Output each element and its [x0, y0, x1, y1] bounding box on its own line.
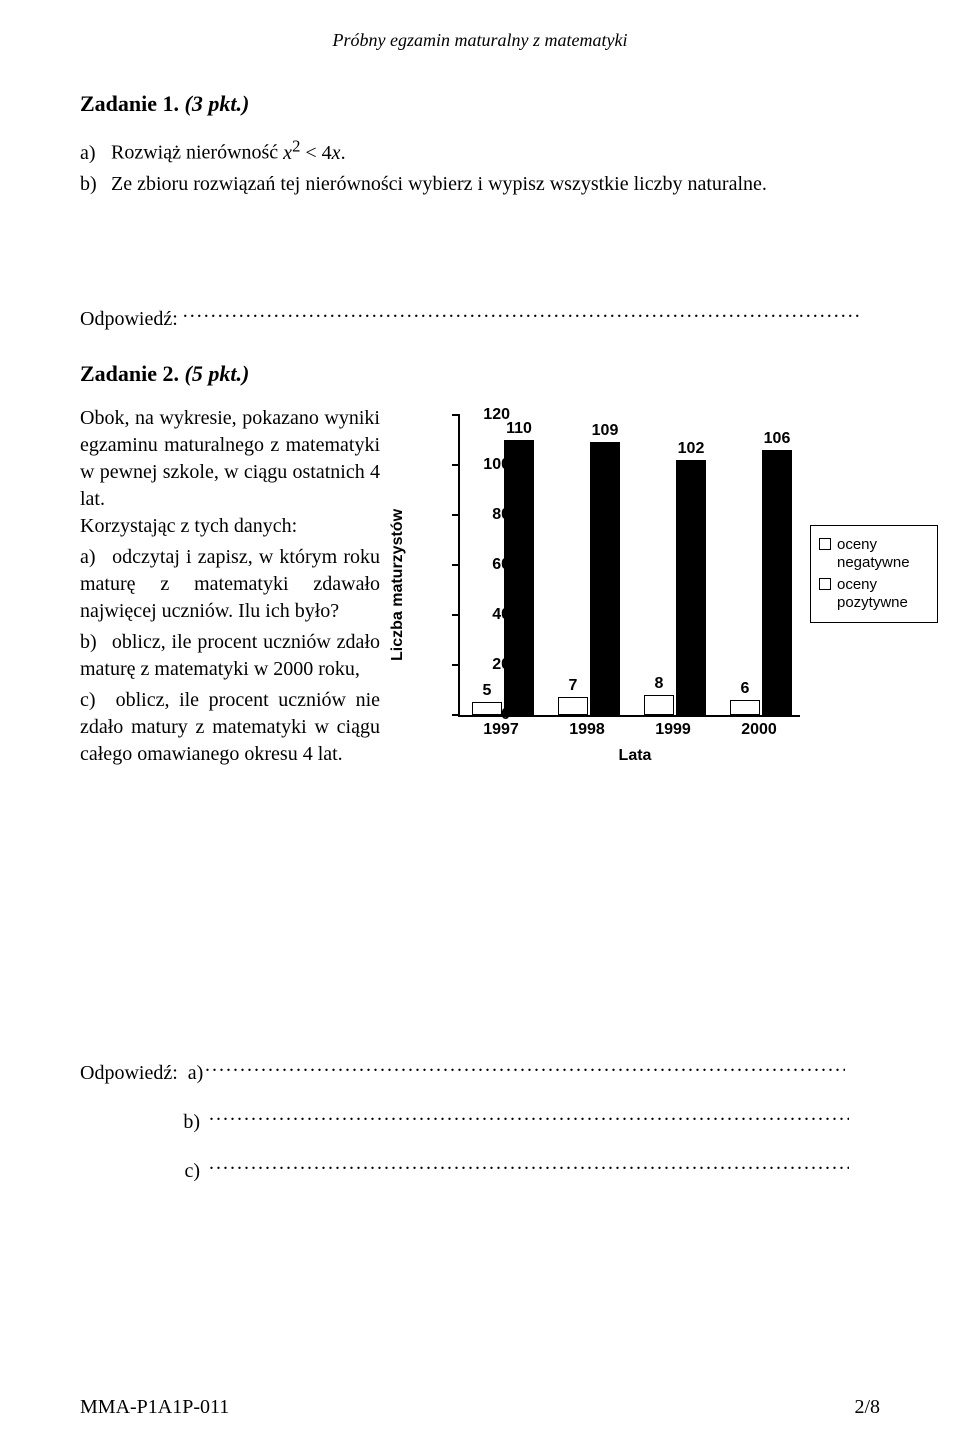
- task2-answers: Odpowiedź: a) ..........................…: [80, 1052, 880, 1185]
- bar-pos-label: 106: [764, 430, 791, 448]
- task1-item-b: b) Ze zbioru rozwiązań tej nierówności w…: [80, 171, 880, 198]
- page-header: Próbny egzamin maturalny z matematyki: [80, 30, 880, 51]
- ytick: [452, 414, 460, 416]
- ytick-label: 100: [470, 456, 510, 474]
- ytick: [452, 464, 460, 466]
- task2-answers-label: Odpowiedź: a): [80, 1060, 200, 1087]
- bar-neg: [730, 700, 760, 715]
- task1-a-text: Rozwiąż nierówność: [111, 142, 283, 164]
- bar-pos-label: 102: [678, 440, 705, 458]
- task2-ans-b-row: b) .....................................…: [80, 1101, 880, 1136]
- xtick-label: 1997: [483, 721, 519, 739]
- task2-a-label: a): [80, 544, 106, 571]
- bar-neg-label: 5: [483, 682, 492, 700]
- task2-item-a: a) odczytaj i zapisz, w którym roku matu…: [80, 544, 380, 625]
- ytick-label: 60: [470, 556, 510, 574]
- task1-a-label: a): [80, 140, 106, 167]
- xtick-label: 1998: [569, 721, 605, 739]
- task2-item-c: c) oblicz, ile procent uczniów nie zdało…: [80, 687, 380, 768]
- task1-expr-x: x: [283, 142, 292, 164]
- bar-chart: Liczba maturzystów 5110710981026106 Lata…: [410, 405, 860, 765]
- answer-dots: ........................................…: [209, 1101, 849, 1128]
- task1-b-label: b): [80, 171, 106, 198]
- chart-ylabel: Liczba maturzystów: [389, 509, 407, 661]
- chart-xlabel: Lata: [410, 747, 860, 765]
- task1-points: (3 pkt.): [185, 91, 250, 116]
- bar-neg-label: 8: [655, 675, 664, 693]
- task2-answers-label-text: Odpowiedź:: [80, 1062, 178, 1084]
- legend-row-neg: oceny negatywne: [819, 536, 929, 572]
- legend-swatch-pos: [819, 578, 831, 590]
- task2-ans-a: a): [188, 1062, 204, 1084]
- bar-pos-label: 109: [592, 422, 619, 440]
- task1-b-text: Ze zbioru rozwiązań tej nierówności wybi…: [111, 173, 767, 195]
- task1-expr-dot: .: [341, 142, 346, 164]
- bar-neg-label: 7: [569, 677, 578, 695]
- task1-expr-x2: x: [332, 142, 341, 164]
- task2-points: (5 pkt.): [185, 361, 250, 386]
- xtick-label: 1999: [655, 721, 691, 739]
- answer-dots: ........................................…: [209, 1150, 849, 1177]
- legend-swatch-neg: [819, 538, 831, 550]
- task2-para: Obok, na wykresie, pokazano wyniki egzam…: [80, 405, 380, 513]
- legend-label-pos: oceny pozytywne: [837, 576, 929, 612]
- ytick: [452, 714, 460, 716]
- xtick-label: 2000: [741, 721, 777, 739]
- task1-title: Zadanie 1. (3 pkt.): [80, 91, 880, 117]
- answer-dots: ........................................…: [205, 1052, 845, 1079]
- bar-neg-label: 6: [741, 680, 750, 698]
- answer-dots: ........................................…: [183, 298, 863, 325]
- ytick: [452, 564, 460, 566]
- ytick: [452, 514, 460, 516]
- chart-legend: oceny negatywne oceny pozytywne: [810, 525, 938, 623]
- ytick-label: 20: [470, 656, 510, 674]
- bar-pos: [676, 460, 706, 715]
- ytick: [452, 664, 460, 666]
- ytick: [452, 614, 460, 616]
- bar-pos: [762, 450, 792, 715]
- ytick-label: 40: [470, 606, 510, 624]
- ytick-label: 80: [470, 506, 510, 524]
- task1-expr-mid: < 4: [300, 142, 331, 164]
- task2-title: Zadanie 2. (5 pkt.): [80, 361, 880, 387]
- task2-item-b: b) oblicz, ile procent uczniów zdało mat…: [80, 629, 380, 683]
- task2-two-col: Obok, na wykresie, pokazano wyniki egzam…: [80, 405, 880, 772]
- legend-row-pos: oceny pozytywne: [819, 576, 929, 612]
- task2-c-label: c): [80, 687, 106, 714]
- task1-item-a: a) Rozwiąż nierówność x2 < 4x.: [80, 135, 880, 167]
- footer-left: MMA-P1A1P-011: [80, 1396, 229, 1419]
- footer-right: 2/8: [854, 1396, 880, 1419]
- bar-neg: [644, 695, 674, 715]
- task2-left: Obok, na wykresie, pokazano wyniki egzam…: [80, 405, 380, 772]
- exam-page: Próbny egzamin maturalny z matematyki Za…: [0, 0, 960, 1449]
- bar-pos: [590, 442, 620, 715]
- task2-lead: Korzystając z tych danych:: [80, 513, 380, 540]
- task2-ans-c-row: c) .....................................…: [80, 1150, 880, 1185]
- ytick-label: 120: [470, 406, 510, 424]
- task2-b-text: oblicz, ile procent uczniów zdało maturę…: [80, 631, 380, 680]
- task1-answer-row: Odpowiedź: .............................…: [80, 298, 880, 333]
- task2-ans-a-row: Odpowiedź: a) ..........................…: [80, 1052, 880, 1087]
- task2-ans-c: c): [80, 1158, 204, 1185]
- task2-name: Zadanie 2.: [80, 361, 179, 386]
- task2-b-label: b): [80, 629, 106, 656]
- task1-a-expr: x2 < 4x.: [283, 142, 345, 164]
- page-footer: MMA-P1A1P-011 2/8: [80, 1396, 880, 1419]
- task2-right: Liczba maturzystów 5110710981026106 Lata…: [410, 405, 880, 765]
- bar-neg: [558, 697, 588, 715]
- task2-c-text: oblicz, ile procent uczniów nie zdało ma…: [80, 689, 380, 765]
- task2-a-text: odczytaj i zapisz, w którym roku maturę …: [80, 546, 380, 622]
- task1-answer-label: Odpowiedź:: [80, 308, 178, 330]
- legend-label-neg: oceny negatywne: [837, 536, 929, 572]
- task1-name: Zadanie 1.: [80, 91, 179, 116]
- task1-body: a) Rozwiąż nierówność x2 < 4x. b) Ze zbi…: [80, 135, 880, 198]
- task2-ans-b: b): [80, 1109, 204, 1136]
